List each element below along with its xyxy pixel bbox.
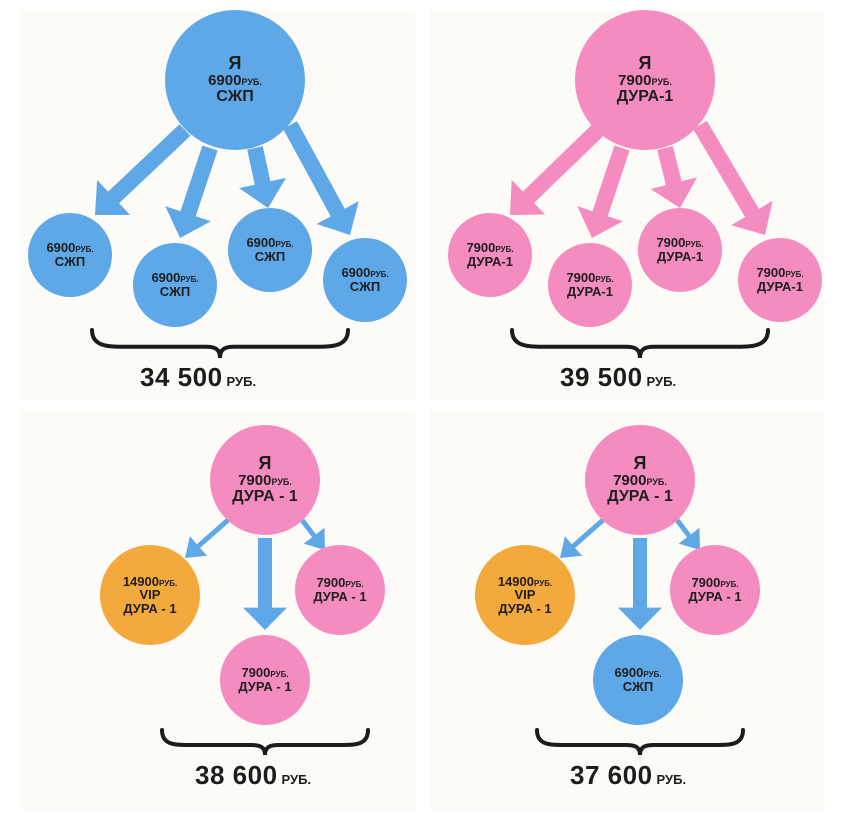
child-node: 14900РУБ.VIPДУРА - 1 <box>475 545 575 645</box>
child-node: 6900РУБ.СЖП <box>593 635 683 725</box>
node-price: 7900РУБ. <box>613 473 667 489</box>
node-price: 7900РУБ. <box>691 576 738 590</box>
node-line2: VIP <box>515 588 536 602</box>
node-line3: СЖП <box>623 680 653 694</box>
node-line3: ДУРА - 1 <box>498 602 551 616</box>
arrow <box>560 518 605 558</box>
node-line3: ДУРА - 1 <box>688 590 741 604</box>
node-line3: ДУРА - 1 <box>607 489 672 506</box>
node-price: 6900РУБ. <box>614 666 661 680</box>
arrows <box>0 0 845 820</box>
root-node: Я7900РУБ.ДУРА - 1 <box>585 425 695 535</box>
curly-brace <box>535 730 745 761</box>
arrow <box>618 538 662 630</box>
total-label: 37 600 РУБ. <box>570 760 686 791</box>
child-node: 7900РУБ.ДУРА - 1 <box>670 545 760 635</box>
diagram-stage: Я6900РУБ.СЖП6900РУБ.СЖП6900РУБ.СЖП6900РУ… <box>0 0 845 820</box>
total-unit: РУБ. <box>657 772 687 787</box>
total-value: 37 600 <box>570 760 653 790</box>
node-line1: Я <box>634 454 647 473</box>
arrow <box>675 519 700 551</box>
node-price: 14900РУБ. <box>498 575 552 589</box>
